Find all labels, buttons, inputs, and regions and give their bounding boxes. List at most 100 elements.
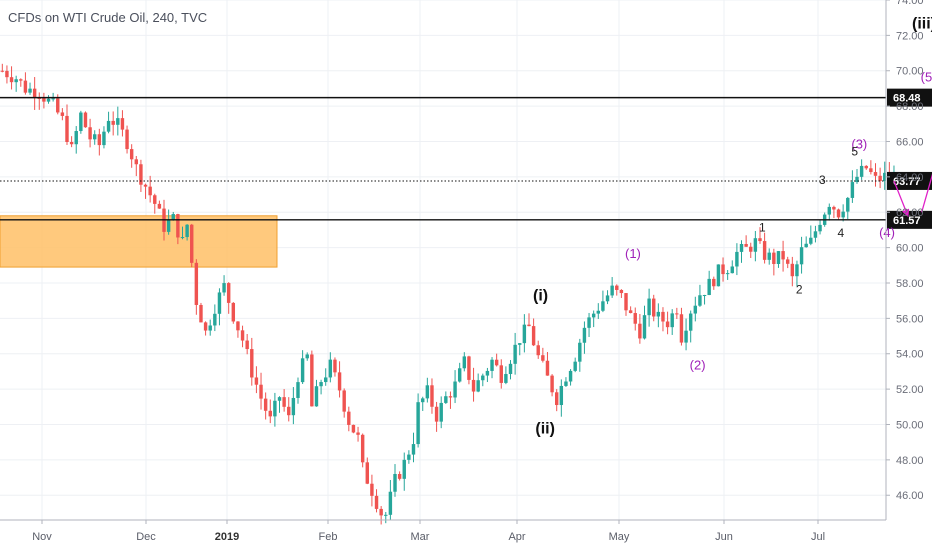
candle-body <box>665 321 670 328</box>
candle-body <box>65 115 69 142</box>
candle-body <box>744 244 748 247</box>
candle-body <box>550 375 554 393</box>
candle-body <box>120 118 125 130</box>
wave-label-major: (i) <box>533 288 548 305</box>
candle-body <box>351 424 356 433</box>
wave-projection <box>893 173 932 218</box>
candle-body <box>46 98 51 102</box>
candle-body <box>143 184 148 187</box>
candle-body <box>194 262 199 305</box>
candle-body <box>134 159 138 165</box>
candle-body <box>240 330 245 341</box>
candle-body <box>499 365 503 383</box>
y-tick-label: 56.00 <box>896 313 924 325</box>
candle-body <box>180 237 185 239</box>
wave-label-minor: (4) <box>879 225 895 240</box>
candle-body <box>693 305 698 314</box>
candle-body <box>522 324 527 344</box>
y-tick-label: 46.00 <box>896 490 924 502</box>
wave-label-minor: (2) <box>690 358 706 373</box>
candle-body <box>772 252 776 264</box>
y-tick-label: 52.00 <box>896 384 924 396</box>
candle-body <box>111 120 115 125</box>
candle-body <box>157 203 162 209</box>
candle-body <box>0 70 5 72</box>
x-tick-label: May <box>609 531 630 543</box>
candle-body <box>60 112 65 116</box>
candle-body <box>841 211 845 218</box>
candle-body <box>23 80 28 93</box>
y-tick-label: 74.00 <box>896 0 924 7</box>
candle-body <box>19 79 23 81</box>
candle-body <box>869 168 873 173</box>
candle-body <box>531 326 536 346</box>
candle-body <box>379 508 383 516</box>
candle-body <box>69 141 74 145</box>
candle-body <box>809 237 813 244</box>
price-levels: 68.48 63.77 61.57 <box>0 88 932 229</box>
candle-body <box>393 473 397 492</box>
wave-label-small: 3 <box>819 173 826 187</box>
candle-body <box>328 359 333 378</box>
y-tick-label: 50.00 <box>896 419 924 431</box>
candle-body <box>384 514 388 516</box>
candle-body <box>513 344 517 364</box>
candle-body <box>679 314 684 343</box>
candle-body <box>799 247 804 265</box>
candle-body <box>813 231 818 238</box>
candle-body <box>448 396 453 398</box>
candle-body <box>217 292 222 314</box>
candle-body <box>462 356 467 369</box>
candle-body <box>605 295 610 302</box>
candle-body <box>490 359 494 371</box>
candle-body <box>684 330 688 343</box>
candle-body <box>494 359 499 366</box>
candle-body <box>245 340 249 350</box>
y-tick-label: 72.00 <box>896 30 924 42</box>
candle-body <box>453 381 457 398</box>
candle-body <box>88 127 92 140</box>
price-tag-label: 63.77 <box>893 176 921 188</box>
y-tick-label: 48.00 <box>896 455 924 467</box>
candle-body <box>324 377 328 383</box>
candle-body <box>725 273 730 275</box>
candle-body <box>467 356 471 380</box>
candle-body <box>263 398 268 411</box>
chart-title: CFDs on WTI Crude Oil, 240, TVC <box>8 10 208 25</box>
candle-body <box>421 398 425 403</box>
candle-body <box>545 360 550 376</box>
candle-body <box>638 323 642 339</box>
candle-body <box>758 238 762 242</box>
candle-body <box>504 374 508 383</box>
x-tick-label: Mar <box>411 531 430 543</box>
x-tick-label: Jul <box>811 531 825 543</box>
candle-body <box>314 386 319 407</box>
candle-body <box>407 454 411 460</box>
candle-body <box>587 317 591 328</box>
candle-body <box>476 380 480 392</box>
price-tag-bg <box>887 210 932 229</box>
candle-body <box>102 131 106 146</box>
price-tag-bg <box>887 88 932 107</box>
price-tag: 61.57 <box>887 210 932 229</box>
candle-body <box>300 358 305 383</box>
candle-body <box>434 406 439 422</box>
candle-body <box>356 432 360 435</box>
candle-body <box>416 402 420 445</box>
candle-body <box>139 164 143 185</box>
candle-body <box>305 354 309 359</box>
candle-body <box>273 400 277 417</box>
candle-body <box>360 434 365 463</box>
candle-body <box>153 195 157 204</box>
y-tick-label: 70.00 <box>896 66 924 78</box>
candle-body <box>836 209 841 218</box>
candle-body <box>190 224 194 263</box>
candle-body <box>846 197 850 212</box>
candle-body <box>527 324 531 327</box>
candle-body <box>199 304 203 323</box>
candle-body <box>203 322 208 331</box>
candle-body <box>411 444 416 455</box>
candle-body <box>457 368 462 382</box>
